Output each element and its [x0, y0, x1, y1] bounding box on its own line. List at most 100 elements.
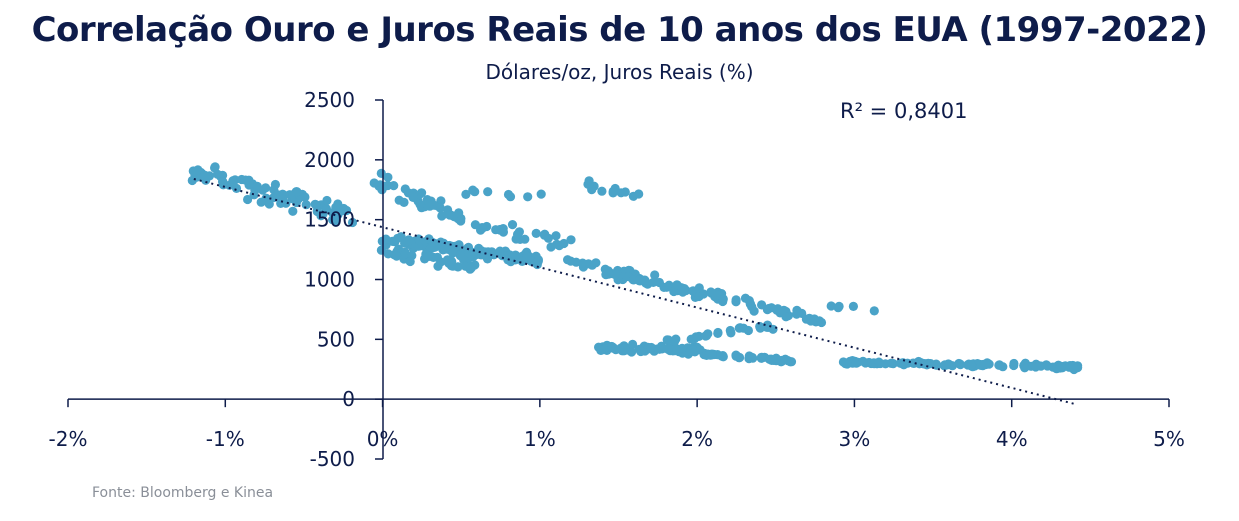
data-point: [513, 229, 523, 239]
data-point: [210, 162, 220, 172]
data-point: [608, 186, 618, 196]
data-point: [792, 305, 802, 315]
data-point: [627, 347, 637, 357]
data-point: [672, 280, 682, 290]
data-point: [322, 195, 332, 206]
data-point: [517, 256, 527, 266]
data-point: [834, 301, 844, 311]
data-point: [424, 234, 434, 244]
data-point: [292, 187, 302, 197]
y-tick-label: 2000: [304, 148, 355, 172]
data-point: [690, 347, 700, 357]
data-point: [288, 206, 298, 216]
data-point: [339, 203, 349, 214]
x-tick-label: -2%: [49, 427, 88, 451]
data-point: [984, 359, 994, 369]
data-point: [994, 360, 1004, 370]
data-point: [261, 183, 271, 193]
data-point: [520, 234, 530, 244]
data-point: [748, 353, 758, 363]
data-point: [718, 294, 728, 304]
x-tick-label: 4%: [996, 427, 1028, 451]
data-point: [664, 343, 674, 353]
data-point: [713, 328, 723, 338]
data-point: [781, 312, 791, 322]
data-point: [426, 196, 436, 206]
data-point: [943, 359, 953, 369]
data-point: [735, 352, 745, 363]
y-tick-label: -500: [310, 447, 355, 471]
y-tick-label: 0: [342, 387, 355, 411]
data-point: [718, 351, 728, 361]
data-point: [662, 335, 672, 345]
data-point: [764, 303, 774, 314]
data-point: [200, 170, 210, 180]
x-tick-label: 1%: [524, 427, 556, 451]
data-point: [691, 332, 701, 342]
data-point: [563, 255, 573, 265]
data-point: [231, 183, 242, 193]
data-point: [620, 343, 630, 353]
data-point: [587, 185, 597, 195]
data-point: [1020, 363, 1030, 373]
data-point: [429, 242, 440, 252]
data-point: [387, 236, 397, 246]
data-point: [461, 189, 471, 199]
source-note: Fonte: Bloomberg e Kinea: [92, 485, 274, 501]
data-point: [591, 258, 601, 268]
data-point: [566, 235, 576, 245]
data-point: [224, 180, 234, 190]
x-tick-label: 3%: [839, 427, 871, 451]
data-point: [869, 306, 879, 316]
y-tick-label: 2500: [304, 88, 355, 112]
data-point: [331, 202, 341, 212]
x-tick-label: -1%: [206, 427, 245, 451]
data-point: [389, 181, 399, 191]
data-point: [662, 282, 672, 292]
data-point: [218, 177, 228, 187]
data-point: [193, 165, 203, 175]
data-point: [243, 194, 253, 205]
x-tick-label: 2%: [681, 427, 713, 451]
data-point: [261, 193, 271, 203]
data-point: [523, 192, 533, 202]
data-point: [610, 269, 621, 279]
x-tick-label: 5%: [1153, 427, 1185, 451]
data-point: [498, 227, 508, 237]
data-point: [955, 360, 966, 370]
data-point: [543, 233, 554, 243]
data-point: [301, 200, 311, 210]
data-point: [383, 249, 393, 259]
data-point: [445, 210, 455, 220]
data-point: [456, 216, 466, 226]
data-point: [531, 228, 541, 238]
data-point: [731, 295, 741, 305]
data-point: [725, 325, 735, 336]
data-point: [636, 346, 646, 357]
data-point: [476, 250, 486, 260]
y-tick-label: 500: [317, 327, 355, 351]
data-point: [650, 270, 660, 280]
data-point: [880, 359, 891, 369]
data-point: [244, 175, 254, 185]
data-point: [838, 357, 849, 367]
data-point: [277, 194, 288, 204]
data-point: [470, 187, 480, 197]
data-point: [670, 336, 680, 346]
data-point: [975, 359, 985, 370]
data-point: [466, 263, 476, 273]
data-point: [628, 339, 638, 349]
data-point: [858, 356, 868, 366]
data-point: [532, 257, 542, 267]
data-point: [347, 217, 358, 228]
data-point: [634, 189, 644, 199]
data-point: [405, 256, 415, 267]
data-point: [270, 179, 280, 190]
y-tick-label: 1500: [304, 208, 355, 232]
data-point: [212, 169, 223, 179]
data-point: [435, 203, 445, 213]
trendline: [193, 178, 1075, 405]
data-point: [1009, 360, 1019, 371]
data-point: [394, 195, 404, 205]
